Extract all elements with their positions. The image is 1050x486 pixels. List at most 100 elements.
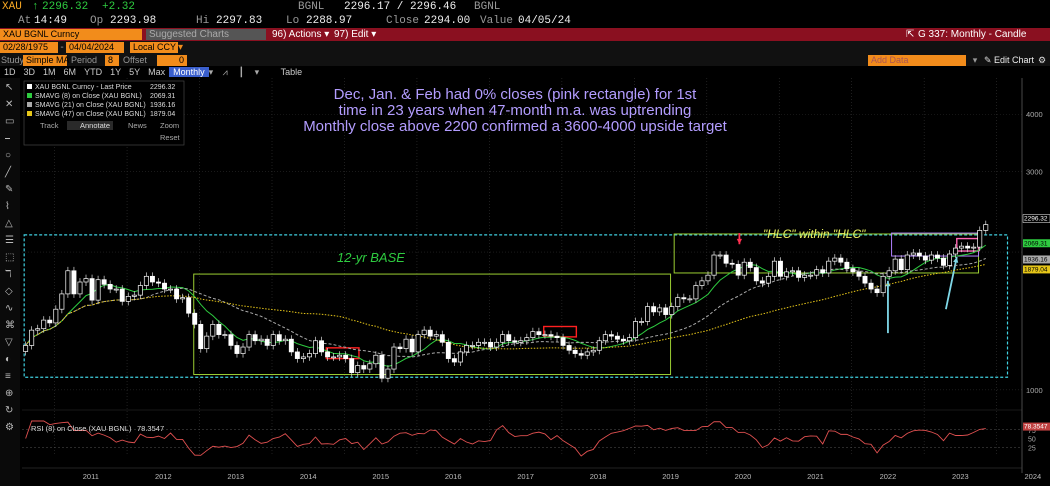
- end-date-field[interactable]: 04/04/2024: [66, 42, 124, 53]
- gear-icon[interactable]: ⚙: [1038, 54, 1047, 65]
- candle: [705, 274, 711, 282]
- candle: [210, 323, 216, 337]
- time-value: 14:49: [34, 15, 68, 27]
- tab-3d[interactable]: 3D: [23, 67, 36, 77]
- tab-1d[interactable]: 1D: [4, 67, 16, 77]
- pencil-icon[interactable]: ✎: [5, 184, 13, 195]
- candle: [270, 334, 276, 346]
- tab-max[interactable]: Max: [148, 67, 166, 77]
- candle: [294, 351, 300, 359]
- period-input[interactable]: 8: [105, 54, 119, 66]
- offset-input[interactable]: 0: [157, 54, 187, 66]
- chart-export-icon[interactable]: ⇱: [906, 29, 915, 40]
- chevron-down-icon[interactable]: ▾: [208, 66, 214, 77]
- legend-series-value: 1936.16: [150, 102, 175, 109]
- pointer-icon[interactable]: ↖: [5, 82, 13, 93]
- base-label: 12-yr BASE: [337, 250, 405, 265]
- line-chart-icon[interactable]: ⩘: [222, 66, 228, 77]
- candle: [566, 345, 572, 351]
- price-label-bg: [1022, 214, 1050, 223]
- edit-chart-button[interactable]: Edit Chart: [994, 55, 1035, 65]
- start-date-field[interactable]: 02/28/1975: [0, 42, 58, 53]
- tab-5y[interactable]: 5Y: [129, 67, 141, 77]
- reset-button[interactable]: Reset: [160, 133, 181, 142]
- chevron-down-icon[interactable]: ▾: [972, 54, 978, 65]
- chart-area[interactable]: ↖ ✕ ▭ ⎯ ○ ╱ ✎ ⌇ △ ☰ ⬚ ℸ ◇ ∿ ⌘ ▽ ◐ ≡ ⊕ ↻ ⚙ 4000 3000 1000 2296.3…: [0, 78, 1050, 486]
- chevron-down-icon[interactable]: ▾: [254, 66, 260, 77]
- candle: [898, 258, 904, 271]
- time-label: At: [18, 15, 32, 27]
- hlc-label: "HLC" within "HLC": [763, 227, 866, 241]
- settings-icon[interactable]: ⚙: [5, 422, 14, 433]
- value-label: Value: [480, 15, 514, 27]
- crosshair-icon[interactable]: ⊕: [5, 388, 13, 399]
- candle: [971, 246, 977, 249]
- menu-icon[interactable]: ☰: [5, 235, 14, 246]
- triangle-icon[interactable]: △: [5, 218, 13, 229]
- zoom-button[interactable]: Zoom: [160, 121, 179, 130]
- candle: [494, 341, 500, 348]
- study-select[interactable]: Simple MA: [23, 54, 70, 66]
- fib-icon[interactable]: ⌇: [5, 201, 10, 212]
- legend-swatch: [27, 102, 32, 107]
- line-icon[interactable]: ⎯: [5, 133, 10, 144]
- marker-icon[interactable]: ▽: [5, 337, 13, 348]
- table-button[interactable]: Table: [280, 67, 303, 77]
- track-button[interactable]: Track: [40, 121, 59, 130]
- candle: [101, 279, 107, 285]
- period-tabs: 1D 3D 1M 6M YTD 1Y 5Y Max Monthly ▾ ⩘ ┃ …: [0, 66, 1050, 78]
- candle: [53, 308, 59, 324]
- candle: [777, 260, 783, 277]
- candle: [391, 346, 397, 370]
- candle: [204, 335, 210, 350]
- list-icon[interactable]: ≡: [5, 371, 11, 382]
- news-button[interactable]: News: [128, 121, 147, 130]
- candle: [627, 337, 632, 342]
- edit-menu[interactable]: 97) Edit ▾: [334, 29, 377, 40]
- rsi-tick-label: 50: [1028, 437, 1036, 444]
- pencil-icon[interactable]: ✎: [984, 54, 992, 65]
- axes: 4000 3000 1000 2296.32 2069.31 1936.16 1879.04…: [22, 78, 1050, 486]
- measure-icon[interactable]: ℸ: [5, 269, 11, 280]
- close-icon[interactable]: ✕: [5, 99, 13, 110]
- actions-menu[interactable]: 96) Actions ▾: [272, 29, 330, 40]
- candle-chart-icon[interactable]: ┃: [238, 66, 245, 77]
- box-icon[interactable]: ⬚: [5, 252, 14, 263]
- candle: [548, 334, 554, 337]
- headline-line-3: Monthly close above 2200 confirmed a 360…: [303, 118, 727, 135]
- refresh-icon[interactable]: ↻: [5, 405, 13, 416]
- candle: [838, 257, 844, 263]
- command-icon[interactable]: ⌘: [5, 320, 15, 331]
- diamond-icon[interactable]: ◇: [5, 286, 13, 297]
- candles: [23, 220, 989, 383]
- candle: [439, 334, 445, 343]
- currency-field[interactable]: Local CCY: [130, 42, 178, 53]
- suggested-charts-button[interactable]: Suggested Charts: [146, 29, 266, 40]
- tab-1m[interactable]: 1M: [43, 67, 56, 77]
- x-tick-label: 2013: [227, 472, 244, 481]
- candle: [433, 334, 439, 337]
- tab-1y[interactable]: 1Y: [110, 67, 122, 77]
- legend-controls: Track Annotate News Zoom Reset: [40, 121, 181, 142]
- candle: [482, 341, 488, 344]
- study-bar: Study Simple MA Period 8 Offset 0 Add Da…: [0, 54, 1050, 66]
- tab-6m[interactable]: 6M: [63, 67, 77, 77]
- rectangle-icon[interactable]: ▭: [5, 116, 14, 127]
- candle: [572, 349, 578, 354]
- period-label: Period: [71, 55, 98, 65]
- candle: [415, 334, 421, 353]
- contrast-icon[interactable]: ◐: [5, 354, 11, 365]
- tab-monthly[interactable]: Monthly: [169, 67, 209, 77]
- trendline-icon[interactable]: ╱: [4, 165, 12, 178]
- candle: [608, 334, 614, 337]
- chevron-down-icon[interactable]: ▾: [178, 42, 184, 53]
- chart-title[interactable]: G 337: Monthly - Candle: [918, 29, 1027, 40]
- tab-ytd[interactable]: YTD: [84, 67, 103, 77]
- candle: [131, 294, 137, 297]
- annotate-button[interactable]: Annotate: [80, 121, 110, 130]
- wave-icon[interactable]: ∿: [5, 303, 13, 314]
- add-data-input[interactable]: Add Data: [868, 54, 966, 66]
- security-field[interactable]: XAU BGNL Curncy: [0, 29, 142, 40]
- circle-icon[interactable]: ○: [5, 150, 11, 161]
- candle: [796, 270, 802, 278]
